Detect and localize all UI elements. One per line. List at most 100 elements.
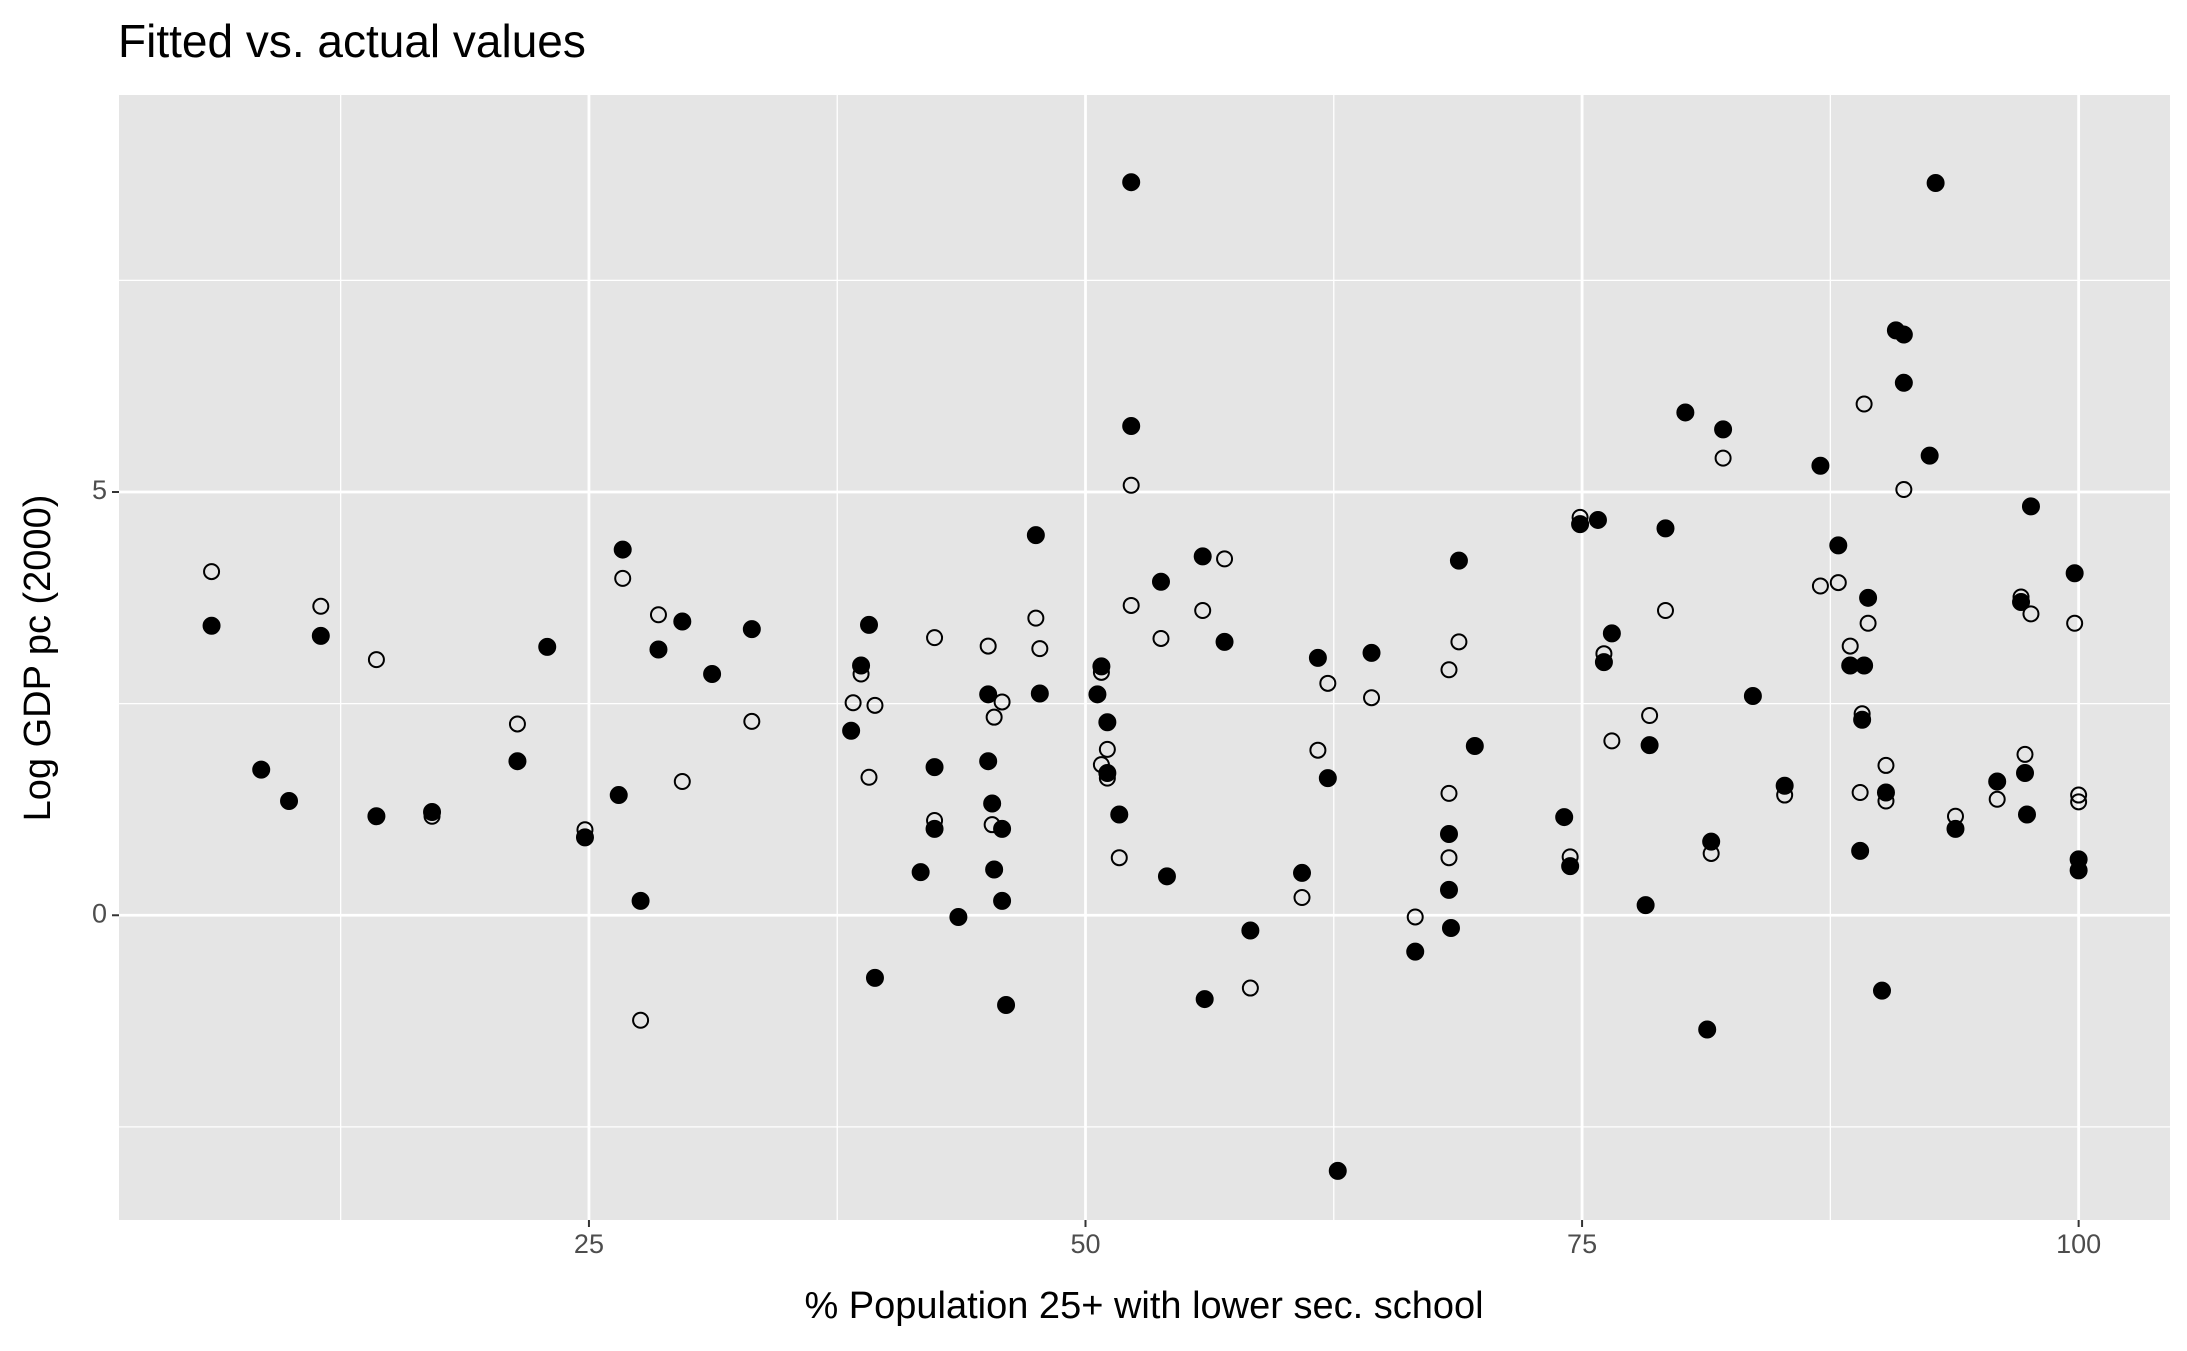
point <box>1656 602 1674 620</box>
point <box>1441 918 1460 937</box>
point <box>1406 908 1424 926</box>
point <box>203 563 221 581</box>
point <box>1595 645 1613 663</box>
point <box>1098 764 1117 783</box>
point <box>2016 745 2034 763</box>
point <box>979 637 997 655</box>
point <box>614 569 632 587</box>
point <box>1362 643 1381 662</box>
point <box>2070 793 2088 811</box>
point <box>860 768 878 786</box>
point <box>1439 880 1458 899</box>
point <box>979 752 998 771</box>
point <box>1363 689 1381 707</box>
point <box>1406 942 1425 961</box>
point <box>1449 551 1468 570</box>
point <box>1328 1161 1347 1180</box>
point <box>1895 480 1913 498</box>
point <box>1122 596 1140 614</box>
x-axis-label: % Population 25+ with lower sec. school <box>804 1285 1483 1327</box>
point <box>742 620 761 639</box>
point <box>1110 805 1129 824</box>
point <box>1026 526 1045 545</box>
point <box>649 640 668 659</box>
point <box>1776 786 1794 804</box>
point <box>1602 624 1621 643</box>
point <box>1216 550 1234 568</box>
point <box>1743 687 1762 706</box>
point <box>312 597 330 615</box>
point <box>423 807 441 825</box>
point <box>1988 772 2007 791</box>
point <box>1555 808 1574 827</box>
point <box>1702 844 1720 862</box>
point <box>1676 403 1695 422</box>
point <box>2066 614 2084 632</box>
point <box>1841 637 1859 655</box>
point <box>1640 736 1659 755</box>
point <box>1122 416 1141 435</box>
point <box>1877 792 1895 810</box>
point <box>1851 784 1869 802</box>
point <box>1440 784 1458 802</box>
point <box>1702 832 1721 851</box>
point <box>1561 848 1579 866</box>
point <box>1152 629 1170 647</box>
point <box>1319 674 1337 692</box>
point <box>1098 713 1117 732</box>
point <box>1318 769 1337 788</box>
point <box>2070 786 2088 804</box>
point <box>673 612 692 631</box>
point <box>1215 632 1234 651</box>
point <box>576 821 594 839</box>
point <box>842 721 861 740</box>
point <box>1656 519 1675 538</box>
point <box>1157 867 1176 886</box>
y-tick-label: 5 <box>92 475 107 505</box>
point <box>1946 807 1964 825</box>
point <box>1588 510 1607 529</box>
point <box>985 708 1003 726</box>
point <box>1193 547 1212 566</box>
point <box>2017 805 2036 824</box>
point <box>925 758 944 777</box>
point <box>1698 1020 1717 1039</box>
point <box>926 811 944 829</box>
point <box>609 786 628 805</box>
point <box>1030 684 1049 703</box>
point <box>1098 769 1116 787</box>
point <box>1571 508 1589 526</box>
point <box>1894 325 1913 344</box>
point <box>1714 449 1732 467</box>
x-tick-label: 75 <box>1567 1229 1597 1259</box>
point <box>1031 640 1049 658</box>
point <box>983 816 1001 834</box>
point <box>2021 497 2040 516</box>
point <box>1241 979 1259 997</box>
point <box>997 995 1016 1014</box>
point <box>367 651 385 669</box>
point <box>703 665 722 684</box>
point <box>1641 706 1659 724</box>
point <box>926 629 944 647</box>
point <box>1088 685 1107 704</box>
point <box>613 540 632 559</box>
point <box>1877 756 1895 774</box>
point <box>1440 661 1458 679</box>
point <box>1439 824 1458 843</box>
point <box>1636 896 1655 915</box>
point <box>1241 921 1260 940</box>
point <box>1092 663 1110 681</box>
point <box>2012 588 2030 606</box>
point <box>743 712 761 730</box>
point <box>860 615 879 634</box>
point <box>1855 395 1873 413</box>
point <box>1859 614 1877 632</box>
point <box>1308 648 1327 667</box>
point <box>1027 609 1045 627</box>
point <box>631 891 650 910</box>
point <box>2065 564 2084 583</box>
point <box>202 616 221 635</box>
x-tick-label: 25 <box>574 1229 604 1259</box>
